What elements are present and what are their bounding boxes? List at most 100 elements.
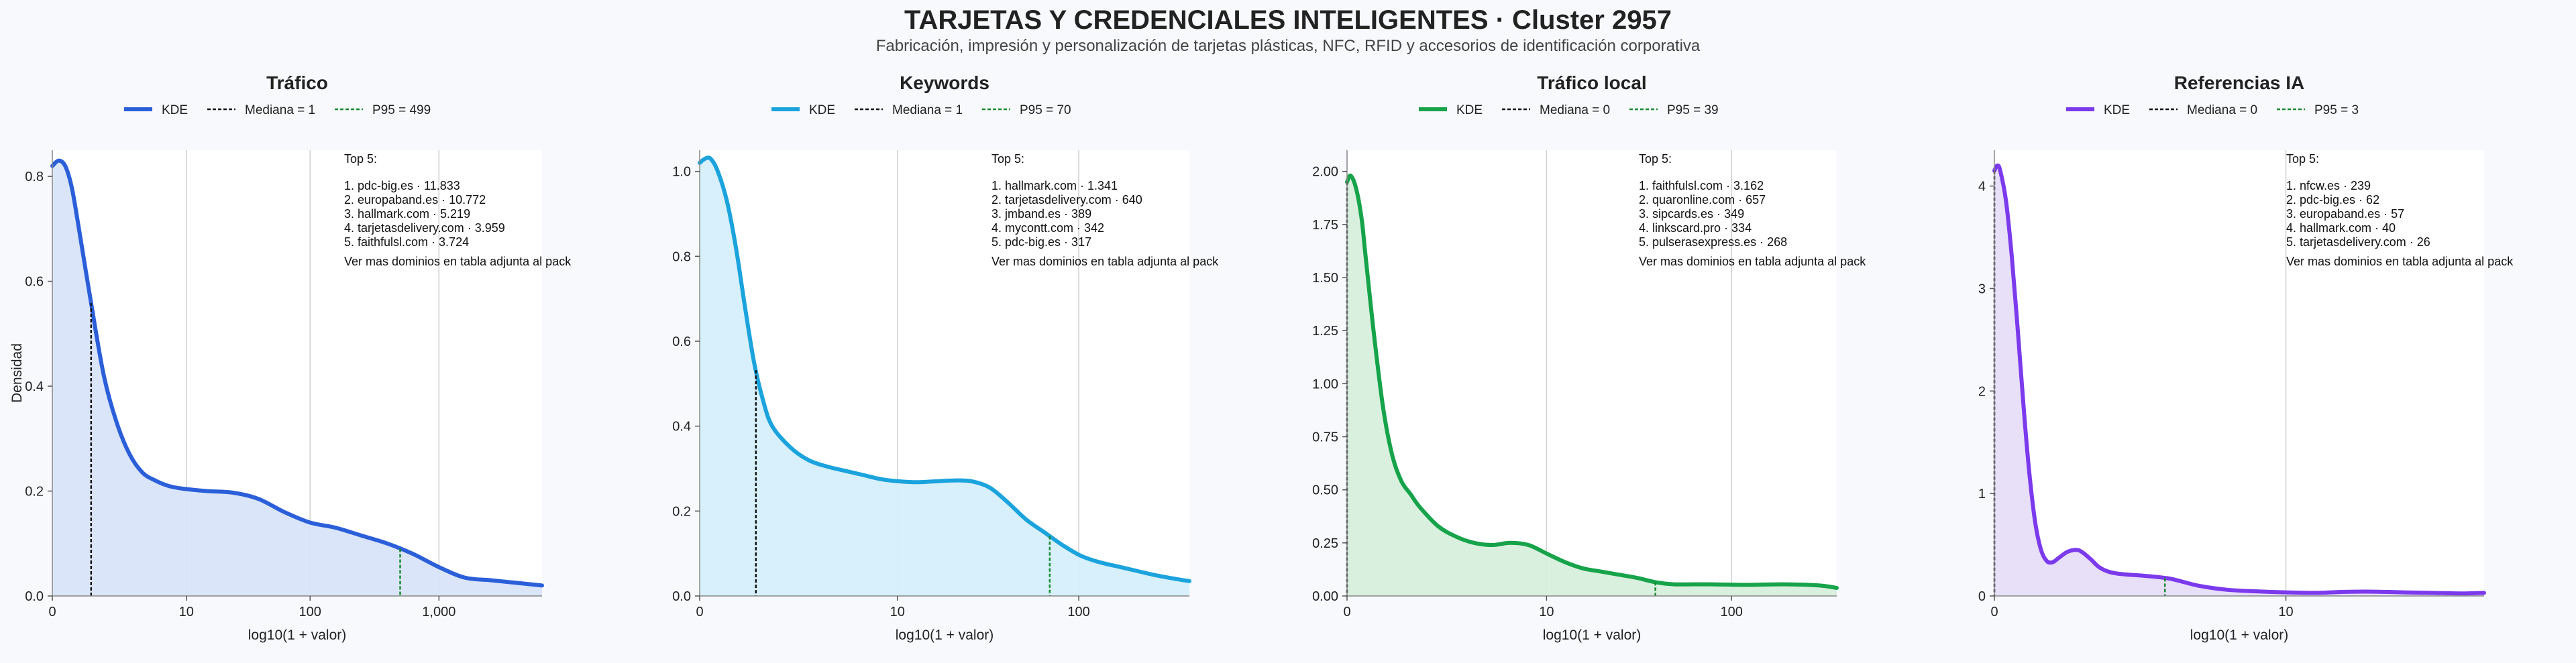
- annotation-item: 4. tarjetasdelivery.com · 3.959: [344, 221, 505, 235]
- annotation-item: 2. pdc-big.es · 62: [2286, 193, 2379, 206]
- annotation-footer: Ver mas dominios en tabla adjunta al pac…: [2286, 255, 2514, 268]
- kde-area: [700, 158, 1189, 597]
- annotation-item: 3. jmband.es · 389: [991, 207, 1091, 221]
- legend-label-kde: KDE: [162, 103, 188, 117]
- legend-label-p95: P95 = 39: [1667, 103, 1719, 117]
- y-tick-label: 0: [1978, 589, 1986, 604]
- y-tick-label: 2.00: [1312, 165, 1338, 180]
- annotation-item: 1. nfcw.es · 239: [2286, 179, 2371, 192]
- annotation-item: 4. linkscard.pro · 334: [1639, 221, 1752, 235]
- legend-label-kde: KDE: [809, 103, 835, 117]
- y-tick-label: 0.6: [672, 335, 691, 349]
- annotation-item: 1. pdc-big.es · 11.833: [344, 179, 460, 192]
- annotation-item: 4. mycontt.com · 342: [991, 221, 1104, 235]
- legend-label-p95: P95 = 499: [372, 103, 431, 117]
- page-subtitle: Fabricación, impresión y personalización…: [875, 37, 1701, 55]
- annotation-heading: Top 5:: [2286, 152, 2319, 166]
- chart-panel-trafico: 0 10 100 1,000 0.0 0.2 0.4 0.6 0.8 log10(1 + valo…: [0, 67, 644, 663]
- legend-label-p95: P95 = 70: [1020, 103, 1071, 117]
- chart-title: Keywords: [900, 72, 989, 93]
- kde-line: [698, 156, 1191, 583]
- chart-panel-trafico-local: 0 10 100 0.00 0.25 0.50 0.75 1.00 1.25 1.50 1.75 2.…: [1295, 67, 1939, 663]
- x-axis-label: log10(1 + valor): [1543, 627, 1642, 643]
- y-tick-label: 0.0: [672, 589, 691, 604]
- annotation-item: 1. faithfulsl.com · 3.162: [1639, 179, 1764, 192]
- legend-label-median: Mediana = 1: [245, 103, 315, 117]
- annotation-footer: Ver mas dominios en tabla adjunta al pac…: [991, 255, 1219, 268]
- kde-chart-keywords: 0 10 100 0.0 0.2 0.4 0.6 0.8 1.0 log10(1 + valor)…: [672, 72, 1219, 643]
- x-axis-label: log10(1 + valor): [248, 627, 347, 643]
- kde-line: [50, 158, 544, 588]
- y-tick-label: 0.4: [672, 420, 691, 434]
- kde-area: [52, 160, 542, 597]
- annotation-item: 3. europaband.es · 57: [2286, 207, 2404, 221]
- y-tick-label: 0.4: [25, 379, 44, 394]
- legend-label-median: Mediana = 1: [892, 103, 963, 117]
- y-tick-label: 0.8: [672, 249, 691, 264]
- y-tick-label: 0.50: [1312, 483, 1338, 498]
- annotation-item: 3. sipcards.es · 349: [1639, 207, 1744, 221]
- y-tick-label: 2: [1978, 384, 1986, 399]
- y-tick-label: 1.75: [1312, 218, 1338, 233]
- chart-panel-keywords: 0 10 100 0.0 0.2 0.4 0.6 0.8 1.0 log10(1 + valor)…: [647, 67, 1291, 663]
- x-tick-label: 0: [48, 605, 56, 619]
- annotation-footer: Ver mas dominios en tabla adjunta al pac…: [1639, 255, 1866, 268]
- kde-line: [1992, 163, 2486, 596]
- legend-label-kde: KDE: [1456, 103, 1483, 117]
- annotation-heading: Top 5:: [991, 152, 1024, 166]
- y-tick-label: 0.8: [25, 170, 44, 184]
- annotation-item: 1. hallmark.com · 1.341: [991, 179, 1118, 192]
- x-tick-label: 100: [299, 605, 321, 619]
- x-tick-label: 0: [1343, 605, 1350, 619]
- x-axis-label: log10(1 + valor): [2190, 627, 2289, 643]
- annotation-item: 5. pdc-big.es · 317: [991, 235, 1091, 249]
- y-tick-label: 1.0: [672, 165, 691, 180]
- legend-label-kde: KDE: [2104, 103, 2130, 117]
- x-tick-label: 10: [1539, 605, 1554, 619]
- y-tick-label: 3: [1978, 282, 1986, 296]
- annotation-item: 4. hallmark.com · 40: [2286, 221, 2396, 235]
- annotation-item: 5. tarjetasdelivery.com · 26: [2286, 235, 2430, 249]
- annotation-footer: Ver mas dominios en tabla adjunta al pac…: [344, 255, 572, 268]
- y-tick-label: 0.2: [25, 485, 44, 499]
- x-tick-label: 0: [696, 605, 703, 619]
- y-tick-label: 0.2: [672, 504, 691, 519]
- kde-area: [1347, 175, 1837, 596]
- annotation-heading: Top 5:: [1639, 152, 1672, 166]
- chart-panel-referencias-ia: 0 10 0 1 2 3 4 log10(1 + valor) Referencias IA KD…: [1942, 67, 2576, 663]
- chart-title: Tráfico local: [1537, 72, 1646, 93]
- chart-title: Tráfico: [266, 72, 328, 93]
- x-tick-label: 10: [890, 605, 905, 619]
- y-tick-label: 0.00: [1312, 589, 1338, 604]
- x-tick-label: 1,000: [422, 605, 455, 619]
- annotation-item: 5. faithfulsl.com · 3.724: [344, 235, 469, 249]
- y-axis-label: Densidad: [9, 343, 25, 403]
- x-tick-label: 100: [1067, 605, 1089, 619]
- x-tick-label: 10: [179, 605, 194, 619]
- annotation-item: 5. pulserasexpress.es · 268: [1639, 235, 1787, 249]
- x-tick-label: 10: [2278, 605, 2293, 619]
- y-tick-label: 0.0: [25, 589, 44, 604]
- kde-chart-trafico-local: 0 10 100 0.00 0.25 0.50 0.75 1.00 1.25 1.50 1.75 2.…: [1312, 72, 1866, 643]
- y-tick-label: 0.6: [25, 275, 44, 290]
- annotation-heading: Top 5:: [344, 152, 377, 166]
- y-tick-label: 0.75: [1312, 430, 1338, 445]
- page-title: TARJETAS Y CREDENCIALES INTELIGENTES · C…: [904, 5, 1672, 35]
- chart-title: Referencias IA: [2174, 72, 2305, 93]
- kde-chart-referencias-ia: 0 10 0 1 2 3 4 log10(1 + valor) Referencias IA KD…: [1978, 72, 2514, 643]
- kde-chart-trafico: 0 10 100 1,000 0.0 0.2 0.4 0.6 0.8 log10(1 + valo…: [9, 72, 572, 643]
- annotation-item: 2. europaband.es · 10.772: [344, 193, 486, 206]
- plot-area: [1994, 150, 2484, 596]
- y-tick-label: 4: [1978, 180, 1986, 194]
- y-tick-label: 1.25: [1312, 324, 1338, 339]
- legend-label-p95: P95 = 3: [2314, 103, 2359, 117]
- y-tick-label: 1.50: [1312, 271, 1338, 286]
- annotation-item: 3. hallmark.com · 5.219: [344, 207, 470, 221]
- x-tick-label: 100: [1720, 605, 1742, 619]
- y-tick-label: 0.25: [1312, 536, 1338, 551]
- kde-line: [1345, 173, 1839, 590]
- legend-label-median: Mediana = 0: [2187, 103, 2257, 117]
- x-tick-label: 0: [1990, 605, 1998, 619]
- x-axis-label: log10(1 + valor): [896, 627, 994, 643]
- y-tick-label: 1: [1978, 487, 1986, 501]
